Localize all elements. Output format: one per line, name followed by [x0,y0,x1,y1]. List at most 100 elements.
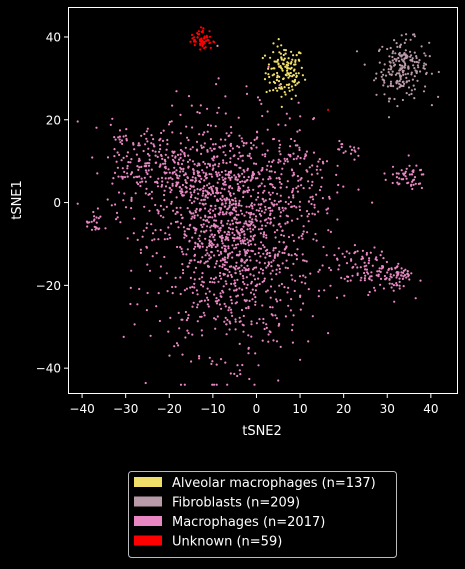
data-point [190,201,193,205]
data-point [145,137,148,140]
data-point [249,273,252,276]
data-point [142,229,145,232]
data-point [391,52,394,55]
data-point [382,257,385,260]
data-point [203,131,206,134]
data-point [213,219,216,222]
data-point [215,173,218,176]
data-point [267,333,270,336]
data-point [217,171,220,174]
data-point [246,264,249,267]
data-point [171,285,174,289]
data-point [243,261,246,264]
data-point [278,284,281,287]
data-point [229,170,233,173]
data-point [178,158,181,161]
data-point [202,311,205,314]
data-point [283,86,286,89]
data-point [370,275,373,278]
data-point [402,73,405,76]
data-point [217,106,220,109]
data-point [130,198,133,201]
data-point [346,275,349,278]
data-point [236,182,239,186]
data-point [240,242,243,245]
data-point [396,45,399,49]
data-point [246,223,249,226]
data-point [240,259,243,263]
data-point [228,270,231,274]
data-point [276,45,279,48]
data-point [283,48,286,52]
legend-label: Fibroblasts (n=209) [172,496,300,511]
data-point [422,67,425,70]
data-point [267,340,270,343]
data-point [156,155,159,158]
data-point [222,224,225,227]
data-point [198,202,201,205]
data-point [209,138,212,141]
data-point [268,330,271,333]
data-point [207,265,210,268]
data-point [227,219,230,222]
data-point [196,171,200,175]
data-point [392,274,395,277]
data-point [422,90,426,93]
data-point [316,165,319,168]
data-point [194,209,197,212]
data-point [274,60,277,63]
data-point [318,158,321,161]
data-point [267,65,270,69]
data-point [270,170,273,173]
data-point [126,175,129,178]
data-point [298,200,302,203]
data-point [301,237,304,240]
data-point [394,73,397,76]
data-point [246,249,249,252]
data-point [282,63,285,66]
data-point [278,139,281,142]
data-point [208,257,211,260]
data-point [430,104,433,107]
data-point [150,142,153,145]
data-point [273,199,276,202]
data-point [137,142,140,145]
data-point [221,195,224,198]
data-point [196,170,199,173]
data-point [221,202,224,205]
data-point [260,241,263,244]
data-point [212,192,215,195]
data-point [237,173,240,176]
data-point [148,158,151,161]
data-point [291,80,294,83]
data-point [286,267,289,270]
data-point [223,256,226,259]
data-point [318,189,322,192]
data-point [287,153,290,156]
data-point [286,158,289,161]
data-point [213,147,216,150]
data-point [285,246,288,249]
data-point [122,335,125,338]
data-point [208,172,211,176]
data-point [309,272,312,275]
data-point [217,280,220,283]
data-point [401,67,404,70]
data-point [183,174,186,177]
data-point [351,274,354,277]
data-point [249,235,252,238]
data-point [228,206,231,209]
data-point [241,159,244,162]
data-point [139,251,142,254]
data-point [261,56,264,60]
y-tick-label: 20 [46,113,61,127]
data-point [206,150,209,153]
data-point [214,143,217,146]
data-point [253,278,257,281]
data-point [320,176,324,179]
data-point [246,167,249,170]
data-point [182,159,185,162]
data-point [210,173,213,176]
data-point [370,271,373,274]
data-point [129,161,132,164]
